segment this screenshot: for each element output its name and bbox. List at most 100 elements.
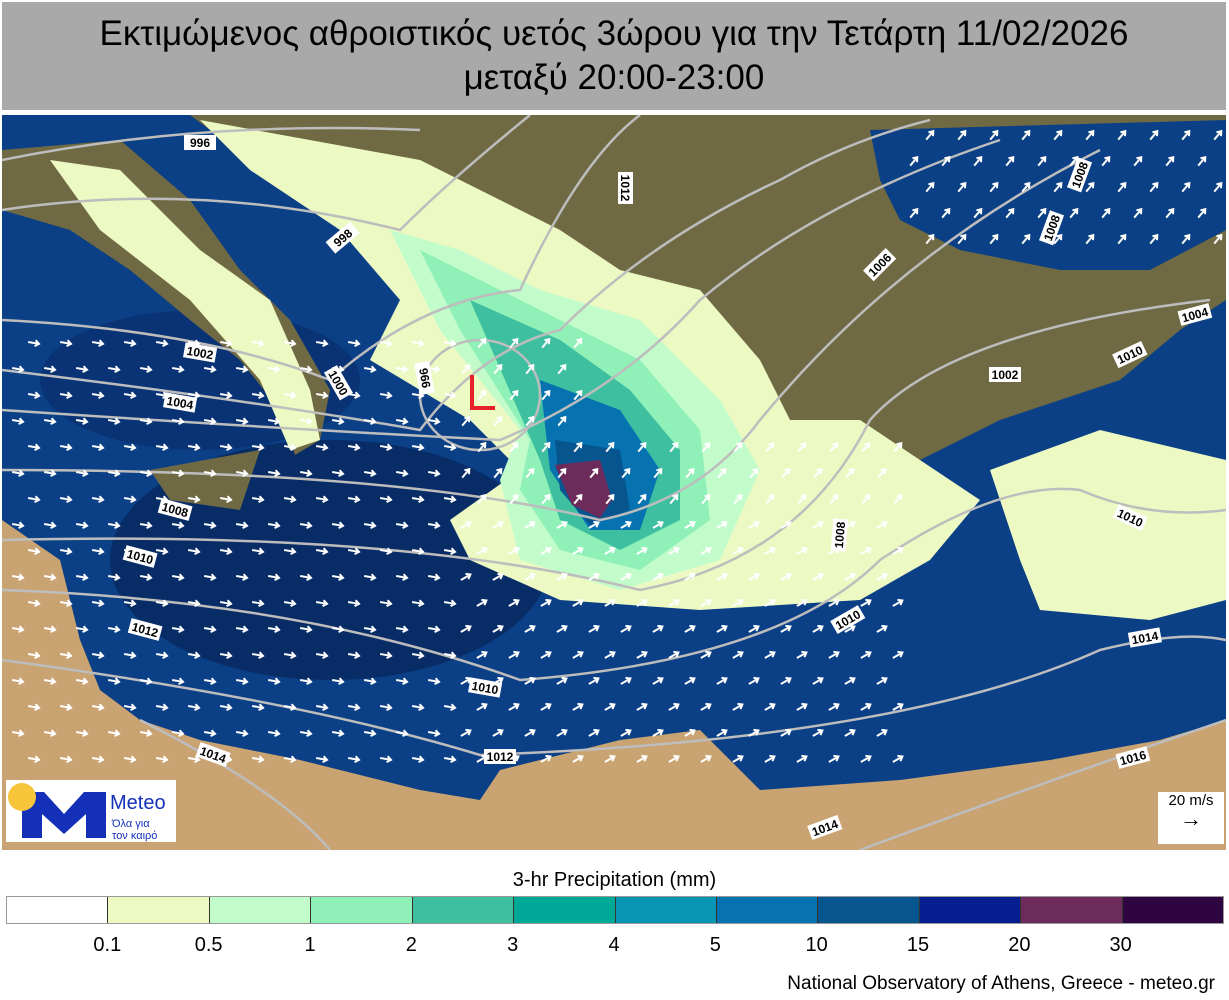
wind-arrow-icon [139, 521, 153, 530]
wind-arrow-icon [123, 755, 137, 764]
wind-arrow-icon [588, 676, 600, 685]
wind-arrow-icon [27, 339, 41, 348]
wind-arrow-icon [203, 521, 217, 530]
wind-arrow-icon [1005, 207, 1015, 219]
wind-arrow-icon [701, 493, 711, 505]
wind-arrow-icon [716, 728, 728, 737]
wind-arrow-icon [477, 493, 487, 505]
wind-arrow-icon [685, 467, 695, 479]
wind-arrow-icon [748, 572, 760, 581]
wind-arrow-icon [828, 754, 840, 763]
wind-arrow-icon [588, 572, 600, 581]
wind-arrow-icon [813, 467, 823, 479]
wind-arrow-icon [1053, 233, 1063, 245]
wind-arrow-icon [684, 520, 696, 529]
wind-arrow-icon [59, 495, 73, 504]
wind-arrow-icon [171, 729, 185, 738]
wind-arrow-icon [844, 676, 856, 685]
wind-arrow-icon [379, 703, 393, 712]
legend-tick: 20 [1008, 934, 1031, 956]
wind-arrow-icon [748, 624, 760, 633]
wind-arrow-icon [540, 598, 552, 607]
wind-arrow-icon [1149, 181, 1159, 193]
wind-arrow-icon [957, 181, 967, 193]
wind-arrow-icon [443, 391, 457, 400]
wind-arrow-icon [411, 755, 425, 764]
wind-arrow-icon [460, 572, 472, 581]
logo-name: Meteo [110, 792, 166, 814]
wind-arrow-icon [267, 469, 281, 478]
isobar-label: 1012 [127, 618, 163, 641]
wind-arrow-icon [43, 625, 57, 634]
wind-arrow-icon [668, 546, 680, 555]
wind-arrow-icon [267, 677, 281, 686]
wind-arrow-icon [379, 755, 393, 764]
wind-arrow-icon [107, 521, 121, 530]
wind-arrow-icon [107, 729, 121, 738]
isobar [2, 118, 931, 432]
wind-arrow-icon [235, 521, 249, 530]
wind-arrow-icon [780, 572, 792, 581]
isobar [859, 718, 1226, 850]
land-sicily [150, 450, 260, 510]
wind-arrow-icon [876, 520, 888, 529]
wind-arrow-icon [604, 702, 616, 711]
wind-arrow-icon [379, 495, 393, 504]
wind-arrow-icon [620, 520, 632, 529]
wind-arrow-icon [411, 547, 425, 556]
wind-arrow-icon [283, 755, 297, 764]
wind-arrow-icon [1021, 129, 1031, 141]
wind-arrow-icon [509, 389, 519, 401]
wind-arrow-icon [75, 417, 89, 426]
title-line-2: μεταξύ 20:00-23:00 [463, 58, 765, 97]
wind-arrow-icon [540, 702, 552, 711]
wind-arrow-icon [347, 443, 361, 452]
sun-icon [8, 783, 36, 811]
wind-arrow-icon [155, 703, 169, 712]
wind-arrow-icon [139, 365, 153, 374]
wind-arrow-icon [716, 572, 728, 581]
wind-arrow-icon [796, 546, 808, 555]
wind-arrow-icon [91, 339, 105, 348]
wind-arrow-icon [573, 493, 583, 505]
wind-arrow-icon [203, 417, 217, 426]
wind-arrow-icon [203, 573, 217, 582]
wind-arrow-icon [701, 441, 711, 453]
wind-arrow-icon [1197, 207, 1207, 219]
wind-arrow-icon [620, 728, 632, 737]
isobar-label: 1002 [183, 342, 218, 363]
wind-arrow-icon [588, 624, 600, 633]
wind-arrow-icon [235, 677, 249, 686]
isobar [2, 115, 641, 382]
legend-tick: 10 [805, 934, 828, 956]
wind-arrow-icon [892, 546, 904, 555]
wind-arrow-icon [461, 415, 471, 427]
wind-arrow-icon [492, 624, 504, 633]
wind-arrow-icon [379, 547, 393, 556]
wind-arrow-icon [557, 415, 567, 427]
wind-arrow-icon [684, 572, 696, 581]
wind-arrow-icon [732, 754, 744, 763]
wind-arrow-icon [716, 520, 728, 529]
wind-arrow-icon [1165, 207, 1175, 219]
wind-arrow-icon [893, 493, 903, 505]
wind-arrow-icon [315, 599, 329, 608]
wind-arrow-icon [541, 337, 551, 349]
wind-arrow-icon [973, 207, 983, 219]
wind-arrow-icon [315, 755, 329, 764]
wind-arrow-icon [797, 441, 807, 453]
wind-arrow-icon [636, 754, 648, 763]
wind-arrow-icon [267, 625, 281, 634]
precipitation-map: 996 998 1002 1004 1006 1008 1008 1010 1010 1002 10… [2, 115, 1226, 850]
wind-arrow-icon [572, 702, 584, 711]
wind-arrow-icon [235, 729, 249, 738]
wind-arrow-icon [187, 755, 201, 764]
land-africa [2, 520, 1226, 850]
wind-arrow-icon [347, 547, 361, 556]
isobar-label: 1012 [484, 749, 516, 764]
wind-arrow-icon [460, 728, 472, 737]
legend-swatch [1021, 897, 1123, 923]
legend-swatch [919, 897, 1022, 923]
wind-arrow-icon [155, 599, 169, 608]
wind-arrow-icon [11, 365, 25, 374]
